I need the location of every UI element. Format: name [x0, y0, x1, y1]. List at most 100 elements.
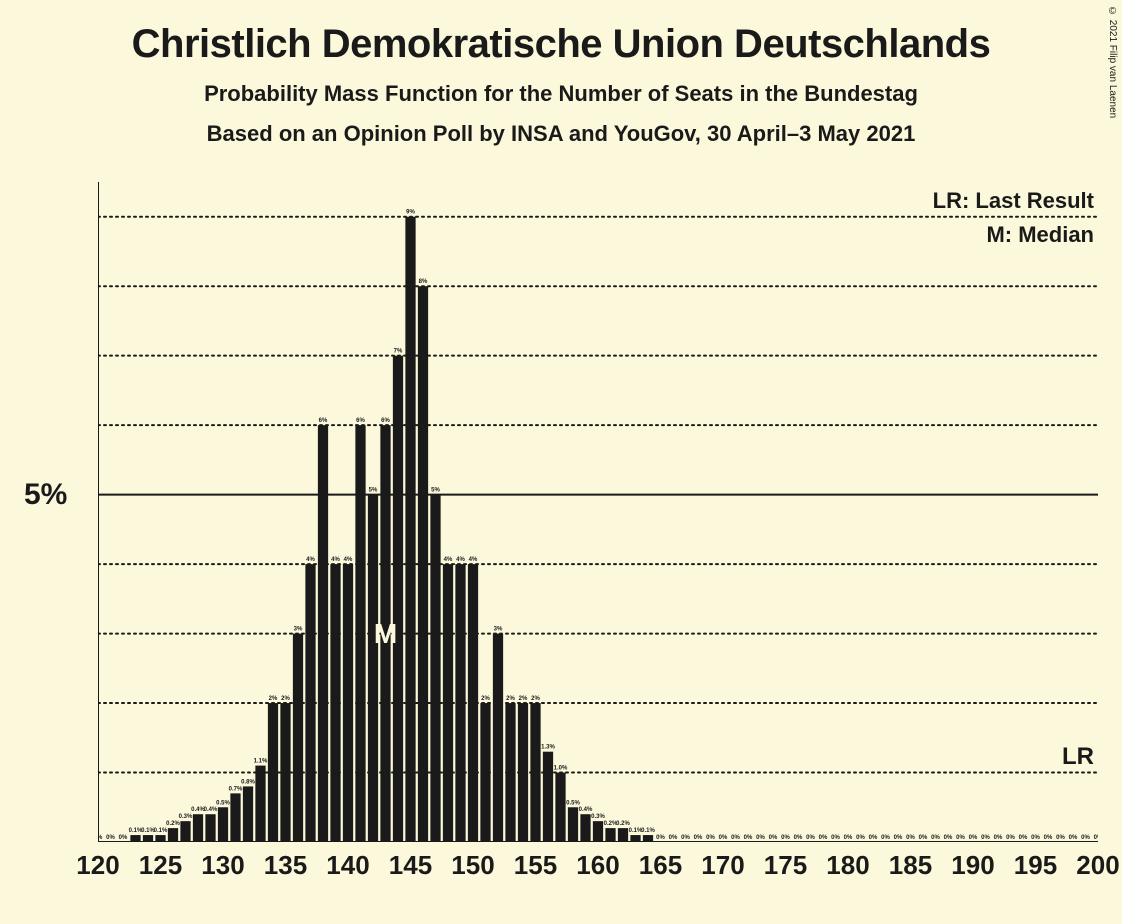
x-tick: 195 — [1014, 850, 1057, 881]
svg-text:0%: 0% — [1044, 835, 1053, 841]
lr-marker: LR — [1062, 743, 1094, 771]
plot-area: 0%0%0%0.1%0.1%0.1%0.2%0.3%0.4%0.4%0.5%0.… — [98, 182, 1098, 842]
svg-text:0.4%: 0.4% — [204, 807, 218, 813]
plot-svg: 0%0%0%0.1%0.1%0.1%0.2%0.3%0.4%0.4%0.5%0.… — [98, 182, 1098, 842]
svg-text:0%: 0% — [1069, 835, 1078, 841]
svg-text:2%: 2% — [506, 696, 515, 702]
svg-text:0%: 0% — [681, 835, 690, 841]
x-tick: 155 — [514, 850, 557, 881]
svg-text:0%: 0% — [806, 835, 815, 841]
svg-text:4%: 4% — [469, 557, 478, 563]
x-tick: 130 — [201, 850, 244, 881]
svg-text:5%: 5% — [369, 488, 378, 494]
title-sub2: Based on an Opinion Poll by INSA and You… — [0, 121, 1122, 147]
svg-text:0%: 0% — [956, 835, 965, 841]
svg-text:3%: 3% — [494, 627, 503, 633]
svg-text:0%: 0% — [944, 835, 953, 841]
x-tick: 190 — [951, 850, 994, 881]
svg-text:0.5%: 0.5% — [216, 800, 230, 806]
svg-text:0%: 0% — [794, 835, 803, 841]
svg-text:4%: 4% — [444, 557, 453, 563]
svg-text:4%: 4% — [456, 557, 465, 563]
svg-text:7%: 7% — [394, 349, 403, 355]
x-tick: 170 — [701, 850, 744, 881]
svg-text:6%: 6% — [381, 418, 390, 424]
svg-text:0%: 0% — [119, 835, 128, 841]
x-tick: 120 — [76, 850, 119, 881]
svg-text:0%: 0% — [1056, 835, 1065, 841]
svg-text:0%: 0% — [856, 835, 865, 841]
svg-text:0%: 0% — [1031, 835, 1040, 841]
svg-text:0%: 0% — [1019, 835, 1028, 841]
svg-text:5%: 5% — [431, 488, 440, 494]
svg-text:0.8%: 0.8% — [241, 779, 255, 785]
x-tick: 140 — [326, 850, 369, 881]
svg-text:0%: 0% — [756, 835, 765, 841]
svg-text:0%: 0% — [1081, 835, 1090, 841]
x-tick-labels: 1201251301351401451501551601651701751801… — [98, 850, 1098, 890]
x-tick: 125 — [139, 850, 182, 881]
svg-text:0%: 0% — [781, 835, 790, 841]
svg-text:0%: 0% — [894, 835, 903, 841]
x-tick: 145 — [389, 850, 432, 881]
svg-text:0%: 0% — [656, 835, 665, 841]
svg-text:1.0%: 1.0% — [554, 766, 568, 772]
y-tick-5pct: 5% — [24, 478, 67, 512]
svg-text:6%: 6% — [319, 418, 328, 424]
svg-text:0%: 0% — [106, 835, 115, 841]
svg-text:2%: 2% — [269, 696, 278, 702]
svg-text:1.3%: 1.3% — [541, 745, 555, 751]
svg-text:2%: 2% — [531, 696, 540, 702]
x-tick: 175 — [764, 850, 807, 881]
svg-text:0.7%: 0.7% — [229, 786, 243, 792]
copyright-text: © 2021 Filip van Laenen — [1107, 6, 1118, 118]
svg-text:0%: 0% — [869, 835, 878, 841]
svg-text:2%: 2% — [519, 696, 528, 702]
svg-text:0%: 0% — [981, 835, 990, 841]
x-tick: 150 — [451, 850, 494, 881]
svg-text:0%: 0% — [831, 835, 840, 841]
svg-text:0%: 0% — [931, 835, 940, 841]
svg-text:1.1%: 1.1% — [254, 759, 268, 765]
svg-text:3%: 3% — [294, 627, 303, 633]
svg-text:0.1%: 0.1% — [641, 828, 655, 834]
svg-text:4%: 4% — [344, 557, 353, 563]
x-tick: 135 — [264, 850, 307, 881]
svg-text:4%: 4% — [306, 557, 315, 563]
svg-text:0%: 0% — [98, 835, 103, 841]
svg-text:0%: 0% — [719, 835, 728, 841]
x-tick: 160 — [576, 850, 619, 881]
x-tick: 165 — [639, 850, 682, 881]
svg-text:0.3%: 0.3% — [179, 814, 193, 820]
svg-text:0.1%: 0.1% — [154, 828, 168, 834]
svg-text:0%: 0% — [819, 835, 828, 841]
svg-text:0.3%: 0.3% — [591, 814, 605, 820]
svg-text:0%: 0% — [769, 835, 778, 841]
svg-text:9%: 9% — [406, 210, 415, 216]
x-tick: 200 — [1076, 850, 1119, 881]
svg-text:0%: 0% — [994, 835, 1003, 841]
svg-text:2%: 2% — [281, 696, 290, 702]
svg-text:0.2%: 0.2% — [166, 821, 180, 827]
x-tick: 185 — [889, 850, 932, 881]
svg-text:0.2%: 0.2% — [616, 821, 630, 827]
svg-text:0%: 0% — [669, 835, 678, 841]
svg-text:6%: 6% — [356, 418, 365, 424]
svg-text:0%: 0% — [969, 835, 978, 841]
svg-text:0.4%: 0.4% — [579, 807, 593, 813]
svg-text:0%: 0% — [1094, 835, 1098, 841]
svg-text:0%: 0% — [881, 835, 890, 841]
svg-text:8%: 8% — [419, 279, 428, 285]
svg-text:0%: 0% — [919, 835, 928, 841]
svg-text:0.5%: 0.5% — [566, 800, 580, 806]
svg-text:0%: 0% — [844, 835, 853, 841]
svg-text:0%: 0% — [906, 835, 915, 841]
svg-text:2%: 2% — [481, 696, 490, 702]
title-sub1: Probability Mass Function for the Number… — [0, 81, 1122, 107]
svg-text:0%: 0% — [744, 835, 753, 841]
svg-text:4%: 4% — [331, 557, 340, 563]
svg-text:0%: 0% — [706, 835, 715, 841]
title-main: Christlich Demokratische Union Deutschla… — [0, 22, 1122, 67]
svg-text:0%: 0% — [1006, 835, 1015, 841]
x-tick: 180 — [826, 850, 869, 881]
